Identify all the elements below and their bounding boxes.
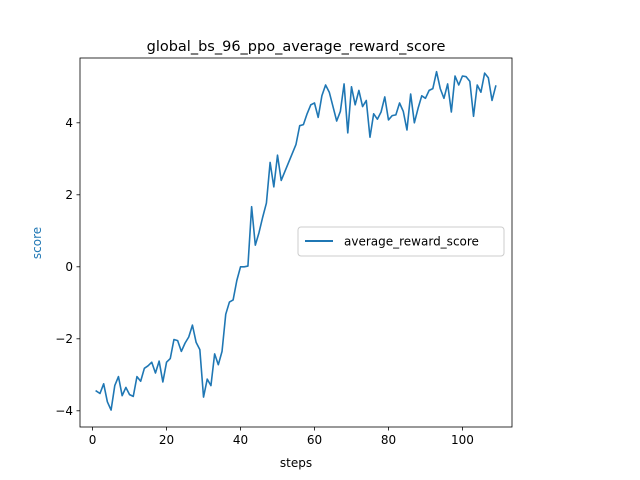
legend: average_reward_score bbox=[297, 226, 505, 257]
x-axis: 0 20 40 60 80 100 bbox=[89, 427, 474, 447]
x-tick-label-0: 0 bbox=[89, 433, 97, 447]
series-line-0 bbox=[95, 70, 497, 411]
legend-box bbox=[297, 226, 505, 257]
y-tick-label-3: 2 bbox=[65, 188, 73, 202]
y-tick-label-4: 4 bbox=[65, 116, 73, 130]
plot-area bbox=[95, 70, 497, 411]
x-tick-label-1: 20 bbox=[159, 433, 174, 447]
x-tick-label-3: 60 bbox=[307, 433, 322, 447]
y-tick-label-0: −4 bbox=[55, 404, 73, 418]
axes-frame bbox=[79, 57, 513, 428]
x-axis-label: steps bbox=[280, 456, 312, 470]
x-tick-label-5: 100 bbox=[451, 433, 474, 447]
chart-title: global_bs_96_ppo_average_reward_score bbox=[147, 39, 446, 55]
y-axis: −4 −2 0 2 4 bbox=[55, 116, 80, 418]
legend-label: average_reward_score bbox=[344, 235, 479, 249]
x-tick-label-4: 80 bbox=[381, 433, 396, 447]
x-tick-label-2: 40 bbox=[233, 433, 248, 447]
y-tick-label-2: 0 bbox=[65, 260, 73, 274]
y-tick-label-1: −2 bbox=[55, 332, 73, 346]
y-axis-label: score bbox=[30, 227, 44, 259]
